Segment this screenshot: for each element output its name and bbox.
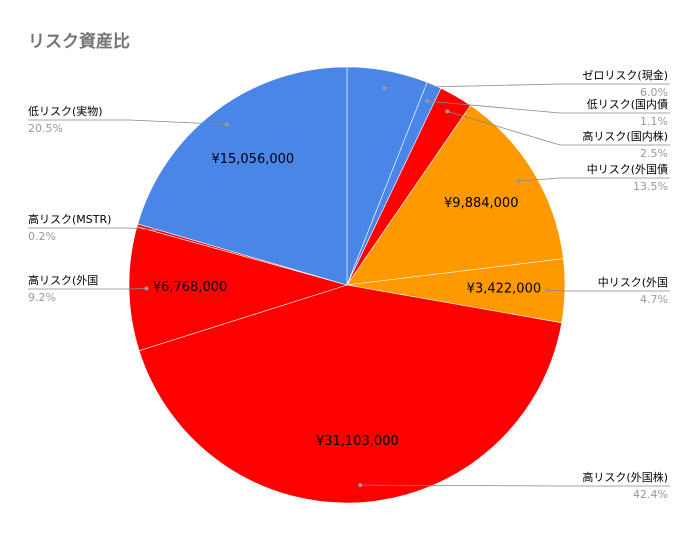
leader-dot bbox=[445, 109, 450, 114]
slice-label: 低リスク(国内債 bbox=[587, 97, 668, 111]
slice-label: ゼロリスク(現金) bbox=[582, 68, 668, 82]
leader-dot bbox=[425, 99, 430, 104]
percent-label: 42.4% bbox=[633, 488, 668, 501]
leader-line bbox=[360, 484, 670, 487]
slice-label: 中リスク(外国 bbox=[598, 276, 668, 289]
amount-label: ¥6,768,000 bbox=[153, 280, 227, 295]
leader-dot bbox=[144, 286, 149, 291]
leader-line bbox=[427, 100, 670, 114]
pie-slice bbox=[137, 66, 348, 286]
amount-label: ¥9,884,000 bbox=[444, 196, 518, 211]
leader-line bbox=[28, 227, 155, 231]
percent-label: 6.0% bbox=[640, 86, 668, 99]
slice-label: 低リスク(実物) bbox=[28, 104, 103, 118]
leader-line bbox=[384, 83, 670, 89]
percent-label: 1.1% bbox=[640, 115, 668, 128]
percent-label: 9.2% bbox=[28, 291, 56, 304]
percent-label: 13.5% bbox=[633, 180, 668, 193]
percent-label: 2.5% bbox=[640, 147, 668, 160]
amount-label: ¥15,056,000 bbox=[211, 152, 294, 167]
leader-dot bbox=[358, 483, 363, 488]
slice-label: 中リスク(外国債 bbox=[587, 162, 668, 176]
amount-label: ¥31,103,000 bbox=[316, 434, 399, 449]
percent-label: 20.5% bbox=[28, 122, 63, 135]
slice-label: 高リスク(外国株) bbox=[582, 470, 668, 484]
percent-label: 4.7% bbox=[640, 293, 668, 306]
pie-slice bbox=[138, 284, 563, 504]
slice-label: 高リスク(国内株) bbox=[582, 129, 668, 143]
leader-line bbox=[518, 177, 670, 182]
leader-line bbox=[447, 110, 670, 146]
leader-dot bbox=[545, 288, 550, 293]
leader-dot bbox=[224, 122, 229, 127]
leader-line bbox=[547, 289, 670, 292]
leader-dot bbox=[152, 228, 157, 233]
chart-title: リスク資産比 bbox=[28, 31, 130, 52]
leader-line bbox=[28, 288, 147, 290]
slice-label: 高リスク(MSTR) bbox=[28, 212, 111, 226]
leader-dot bbox=[516, 179, 521, 184]
slice-label: 高リスク(外国 bbox=[28, 273, 98, 287]
pie-slice bbox=[346, 104, 564, 286]
amount-label: ¥3,422,000 bbox=[467, 282, 541, 297]
leader-line bbox=[28, 119, 227, 125]
percent-label: 0.2% bbox=[28, 230, 56, 243]
leader-dot bbox=[382, 85, 387, 90]
